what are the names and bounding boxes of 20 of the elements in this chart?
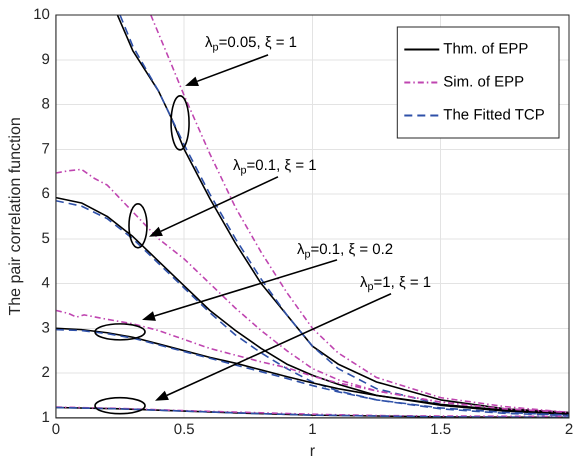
- legend-label: The Fitted TCP: [443, 106, 545, 124]
- y-tick-label: 7: [42, 140, 50, 158]
- x-tick-label: 1: [308, 420, 317, 438]
- x-tick-label: 1.5: [430, 420, 452, 438]
- x-tick-label: 0: [52, 420, 60, 438]
- y-tick-label: 9: [42, 50, 50, 68]
- y-tick-label: 5: [42, 230, 50, 247]
- x-tick-label: 0.5: [174, 420, 195, 438]
- y-tick-label: 3: [42, 319, 50, 336]
- y-axis-title: The pair correlation function: [7, 117, 24, 316]
- y-tick-label: 10: [33, 6, 50, 24]
- legend-label: Thm. of EPP: [443, 40, 528, 58]
- x-axis-title: r: [310, 442, 316, 460]
- y-tick-label: 2: [42, 364, 50, 382]
- legend-label: Sim. of EPP: [443, 74, 524, 91]
- x-tick-label: 2: [564, 420, 574, 438]
- y-tick-label: 1: [42, 408, 50, 426]
- y-tick-label: 6: [42, 185, 50, 202]
- y-tick-label: 4: [42, 274, 50, 292]
- y-tick-label: 8: [42, 96, 50, 113]
